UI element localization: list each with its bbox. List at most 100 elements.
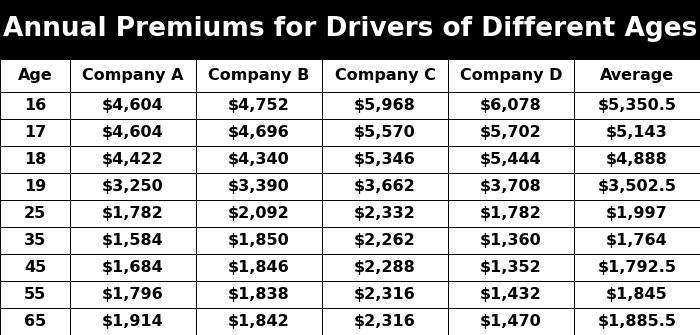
FancyBboxPatch shape [322,200,448,227]
Text: 55: 55 [24,287,46,302]
Text: $5,702: $5,702 [480,125,542,140]
Text: 65: 65 [24,314,46,329]
Text: $1,914: $1,914 [102,314,164,329]
FancyBboxPatch shape [448,92,574,119]
Text: $3,390: $3,390 [228,179,290,194]
FancyBboxPatch shape [574,308,700,335]
FancyBboxPatch shape [322,254,448,281]
Text: $1,792.5: $1,792.5 [598,260,676,275]
Text: 18: 18 [24,152,46,167]
FancyBboxPatch shape [196,308,322,335]
FancyBboxPatch shape [70,173,196,200]
Text: Company D: Company D [460,68,562,83]
FancyBboxPatch shape [70,254,196,281]
Text: $1,764: $1,764 [606,233,668,248]
Text: $2,262: $2,262 [354,233,416,248]
Text: $3,708: $3,708 [480,179,542,194]
FancyBboxPatch shape [70,92,196,119]
FancyBboxPatch shape [0,254,70,281]
FancyBboxPatch shape [574,92,700,119]
FancyBboxPatch shape [448,308,574,335]
Text: $5,570: $5,570 [354,125,416,140]
Text: $1,842: $1,842 [228,314,290,329]
FancyBboxPatch shape [448,227,574,254]
FancyBboxPatch shape [196,119,322,146]
FancyBboxPatch shape [196,281,322,308]
Text: Age: Age [18,68,52,83]
FancyBboxPatch shape [448,173,574,200]
FancyBboxPatch shape [448,281,574,308]
Text: $2,288: $2,288 [354,260,416,275]
Text: $2,316: $2,316 [354,287,416,302]
FancyBboxPatch shape [70,119,196,146]
FancyBboxPatch shape [448,200,574,227]
Text: $3,250: $3,250 [102,179,164,194]
Text: $1,885.5: $1,885.5 [598,314,676,329]
FancyBboxPatch shape [574,59,700,92]
Text: $3,502.5: $3,502.5 [598,179,676,194]
FancyBboxPatch shape [448,254,574,281]
Text: $1,360: $1,360 [480,233,542,248]
FancyBboxPatch shape [196,59,322,92]
Text: $1,845: $1,845 [606,287,668,302]
Text: Company C: Company C [335,68,435,83]
Text: $4,422: $4,422 [102,152,164,167]
Text: $4,752: $4,752 [228,98,290,113]
Text: $1,846: $1,846 [228,260,290,275]
FancyBboxPatch shape [0,0,700,59]
FancyBboxPatch shape [196,227,322,254]
FancyBboxPatch shape [574,146,700,173]
Text: $4,888: $4,888 [606,152,668,167]
FancyBboxPatch shape [0,59,70,92]
Text: $1,850: $1,850 [228,233,290,248]
Text: 25: 25 [24,206,46,221]
Text: $4,604: $4,604 [102,98,164,113]
FancyBboxPatch shape [196,254,322,281]
Text: Company B: Company B [209,68,309,83]
FancyBboxPatch shape [196,92,322,119]
Text: $1,352: $1,352 [480,260,542,275]
FancyBboxPatch shape [574,227,700,254]
FancyBboxPatch shape [70,227,196,254]
FancyBboxPatch shape [322,308,448,335]
FancyBboxPatch shape [448,59,574,92]
Text: $1,796: $1,796 [102,287,164,302]
Text: $1,782: $1,782 [102,206,164,221]
FancyBboxPatch shape [0,200,70,227]
FancyBboxPatch shape [574,281,700,308]
FancyBboxPatch shape [322,281,448,308]
Text: 35: 35 [24,233,46,248]
Text: $1,684: $1,684 [102,260,164,275]
FancyBboxPatch shape [196,146,322,173]
FancyBboxPatch shape [574,119,700,146]
Text: $5,444: $5,444 [480,152,542,167]
Text: $1,782: $1,782 [480,206,542,221]
Text: $2,332: $2,332 [354,206,416,221]
FancyBboxPatch shape [322,92,448,119]
Text: $3,662: $3,662 [354,179,416,194]
Text: Average: Average [600,68,674,83]
Text: $2,092: $2,092 [228,206,290,221]
FancyBboxPatch shape [70,59,196,92]
FancyBboxPatch shape [0,119,70,146]
FancyBboxPatch shape [0,308,70,335]
FancyBboxPatch shape [70,146,196,173]
Text: $1,584: $1,584 [102,233,164,248]
Text: $1,997: $1,997 [606,206,668,221]
FancyBboxPatch shape [448,119,574,146]
FancyBboxPatch shape [322,227,448,254]
Text: 16: 16 [24,98,46,113]
Text: $5,143: $5,143 [606,125,668,140]
FancyBboxPatch shape [196,173,322,200]
FancyBboxPatch shape [0,146,70,173]
FancyBboxPatch shape [574,200,700,227]
Text: $1,470: $1,470 [480,314,542,329]
Text: 19: 19 [24,179,46,194]
FancyBboxPatch shape [0,281,70,308]
Text: $5,968: $5,968 [354,98,416,113]
FancyBboxPatch shape [448,146,574,173]
Text: Annual Premiums for Drivers of Different Ages: Annual Premiums for Drivers of Different… [3,16,697,42]
FancyBboxPatch shape [70,200,196,227]
Text: $1,838: $1,838 [228,287,290,302]
FancyBboxPatch shape [574,173,700,200]
